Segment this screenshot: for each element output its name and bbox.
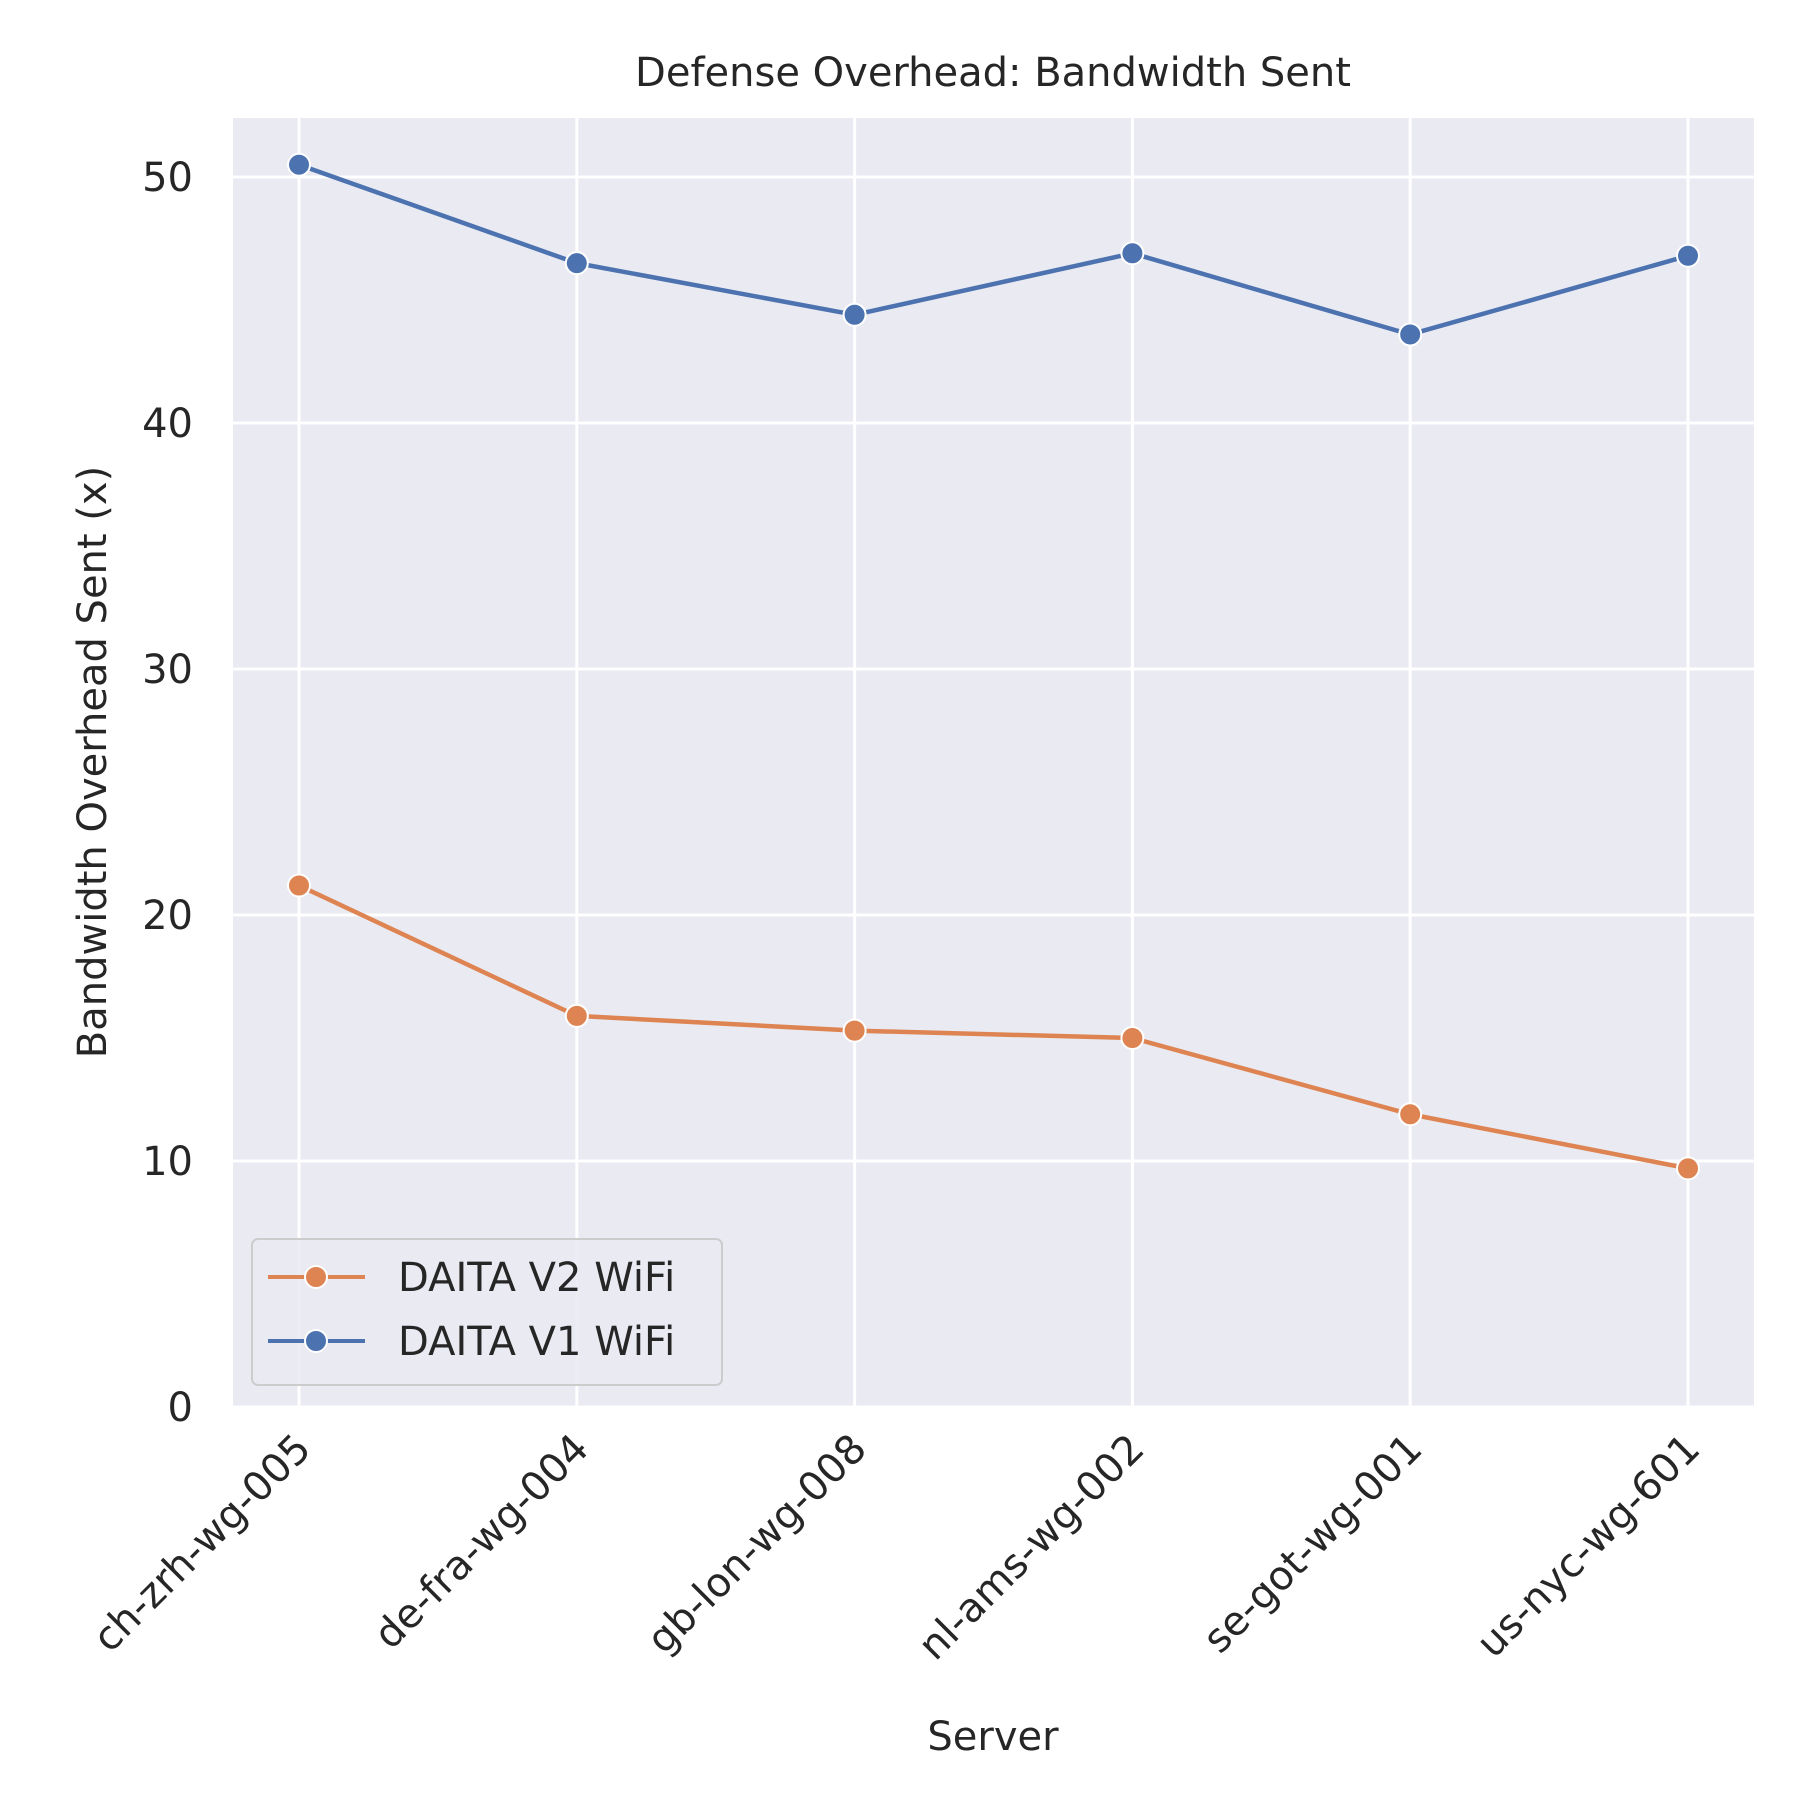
- data-point: [564, 251, 589, 276]
- data-point: [1676, 1156, 1700, 1181]
- series-line: [298, 162, 1689, 337]
- grid-layer: [233, 118, 1754, 1409]
- series-line: [298, 883, 1689, 1171]
- data-point: [842, 1018, 867, 1043]
- series-layer: [287, 152, 1700, 1181]
- data-point: [842, 302, 867, 327]
- data-point: [1120, 1026, 1145, 1051]
- data-point: [1120, 241, 1145, 266]
- data-point: [287, 152, 311, 177]
- legend-entry: DAITA V1 WiFi: [268, 1319, 675, 1365]
- plot-area: [233, 118, 1754, 1407]
- legend-frame: [251, 1238, 723, 1386]
- legend: DAITA V2 WiFi DAITA V1 WiFi: [251, 1238, 723, 1386]
- legend-label: DAITA V2 WiFi: [398, 1255, 675, 1301]
- legend-label: DAITA V1 WiFi: [398, 1319, 675, 1365]
- y-tick-labels: 0 10 20 30 40 50: [142, 155, 193, 1431]
- data-point: [564, 1003, 589, 1028]
- y-tick-label: 40: [142, 401, 193, 447]
- y-tick-label: 0: [168, 1385, 193, 1431]
- y-tick-label: 20: [142, 893, 193, 939]
- data-point: [1398, 1102, 1423, 1127]
- data-point: [1676, 243, 1700, 268]
- legend-entry: DAITA V2 WiFi: [268, 1255, 675, 1301]
- y-tick-label: 50: [142, 155, 193, 201]
- y-tick-label: 30: [142, 647, 193, 693]
- legend-marker-swatch: [304, 1329, 328, 1353]
- y-axis-label: Bandwidth Overhead Sent (x): [70, 466, 116, 1058]
- data-point: [1398, 322, 1423, 347]
- y-tick-label: 10: [142, 1139, 193, 1185]
- legend-marker-swatch: [304, 1265, 328, 1289]
- x-axis-label: Server: [927, 1714, 1059, 1760]
- data-point: [287, 873, 311, 898]
- chart-title: Defense Overhead: Bandwidth Sent: [635, 50, 1351, 96]
